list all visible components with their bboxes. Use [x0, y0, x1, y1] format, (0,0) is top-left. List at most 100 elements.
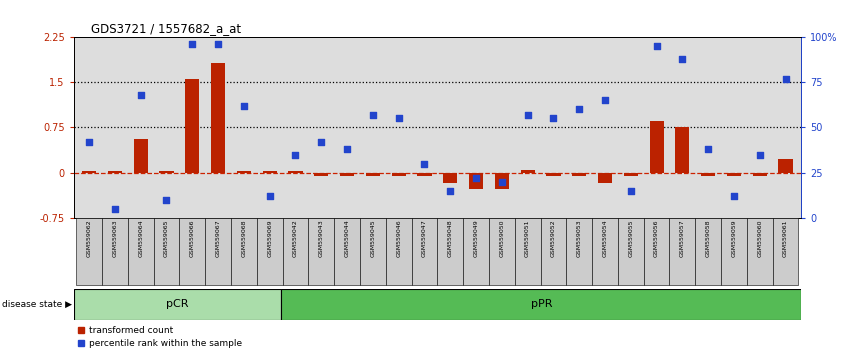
Text: GSM559056: GSM559056: [654, 220, 659, 257]
Text: GSM559068: GSM559068: [242, 220, 246, 257]
Bar: [540, 218, 566, 285]
Text: GSM559045: GSM559045: [371, 220, 375, 257]
Point: [520, 112, 534, 118]
Text: GSM559043: GSM559043: [319, 220, 324, 257]
Bar: [282, 218, 308, 285]
Bar: [185, 79, 199, 173]
Point: [391, 115, 405, 121]
Bar: [592, 218, 618, 285]
Point: [108, 206, 122, 212]
Text: GSM559044: GSM559044: [345, 220, 350, 257]
Text: GSM559066: GSM559066: [190, 220, 195, 257]
Bar: [546, 173, 560, 176]
Bar: [437, 218, 463, 285]
Point: [159, 197, 173, 202]
Text: GSM559057: GSM559057: [680, 220, 685, 257]
Bar: [281, 289, 801, 320]
Bar: [231, 218, 256, 285]
Point: [650, 44, 663, 49]
Bar: [695, 218, 721, 285]
Bar: [624, 173, 638, 176]
Bar: [340, 173, 354, 176]
Bar: [746, 218, 772, 285]
Bar: [494, 173, 509, 189]
Bar: [262, 171, 277, 173]
Text: GSM559052: GSM559052: [551, 220, 556, 257]
Text: GSM559064: GSM559064: [139, 220, 143, 257]
Point: [133, 92, 147, 98]
Bar: [107, 171, 122, 173]
Point: [237, 103, 251, 109]
Bar: [514, 218, 540, 285]
Text: GSM559042: GSM559042: [293, 220, 298, 257]
Text: GSM559067: GSM559067: [216, 220, 221, 257]
Text: GSM559053: GSM559053: [577, 220, 582, 257]
Bar: [727, 173, 741, 176]
Bar: [675, 127, 689, 173]
Bar: [205, 218, 231, 285]
Point: [288, 152, 302, 157]
Bar: [598, 173, 612, 183]
Point: [82, 139, 96, 145]
Bar: [618, 218, 643, 285]
Text: pPR: pPR: [531, 299, 552, 309]
Point: [211, 41, 225, 47]
Text: GSM559055: GSM559055: [629, 220, 633, 257]
Bar: [256, 218, 282, 285]
Point: [701, 146, 715, 152]
Bar: [128, 218, 153, 285]
Bar: [779, 159, 792, 173]
Bar: [572, 173, 586, 176]
Bar: [159, 171, 173, 173]
Text: GSM559051: GSM559051: [525, 220, 530, 257]
Point: [546, 115, 560, 121]
Text: GSM559065: GSM559065: [164, 220, 169, 257]
Point: [624, 188, 637, 193]
Point: [469, 175, 483, 181]
Bar: [76, 218, 102, 285]
Bar: [417, 173, 431, 176]
Point: [779, 76, 792, 81]
Bar: [334, 218, 360, 285]
Point: [185, 41, 199, 47]
Bar: [753, 173, 767, 176]
Point: [443, 188, 457, 193]
Bar: [211, 63, 225, 173]
Text: GDS3721 / 1557682_a_at: GDS3721 / 1557682_a_at: [91, 22, 241, 35]
Point: [727, 193, 741, 199]
Bar: [650, 121, 663, 173]
Bar: [74, 289, 281, 320]
Text: GSM559049: GSM559049: [474, 220, 479, 257]
Bar: [385, 218, 411, 285]
Text: GSM559059: GSM559059: [732, 220, 736, 257]
Point: [675, 56, 689, 62]
Bar: [308, 218, 334, 285]
Bar: [102, 218, 128, 285]
Point: [262, 193, 276, 199]
Bar: [721, 218, 746, 285]
Text: GSM559061: GSM559061: [783, 220, 788, 257]
Bar: [288, 171, 302, 173]
Bar: [772, 218, 798, 285]
Text: GSM559054: GSM559054: [603, 220, 608, 257]
Bar: [236, 171, 251, 173]
Bar: [469, 173, 483, 189]
Legend: transformed count, percentile rank within the sample: transformed count, percentile rank withi…: [78, 326, 242, 348]
Text: GSM559048: GSM559048: [448, 220, 453, 257]
Bar: [463, 218, 489, 285]
Point: [340, 146, 354, 152]
Bar: [489, 218, 514, 285]
Point: [417, 161, 431, 166]
Bar: [360, 218, 385, 285]
Text: GSM559063: GSM559063: [113, 220, 118, 257]
Text: GSM559047: GSM559047: [422, 220, 427, 257]
Bar: [520, 170, 534, 173]
Bar: [443, 173, 457, 183]
Point: [572, 107, 586, 112]
Bar: [179, 218, 205, 285]
Text: GSM559058: GSM559058: [706, 220, 711, 257]
Bar: [391, 173, 406, 176]
Bar: [82, 171, 96, 173]
Bar: [669, 218, 695, 285]
Bar: [314, 173, 328, 176]
